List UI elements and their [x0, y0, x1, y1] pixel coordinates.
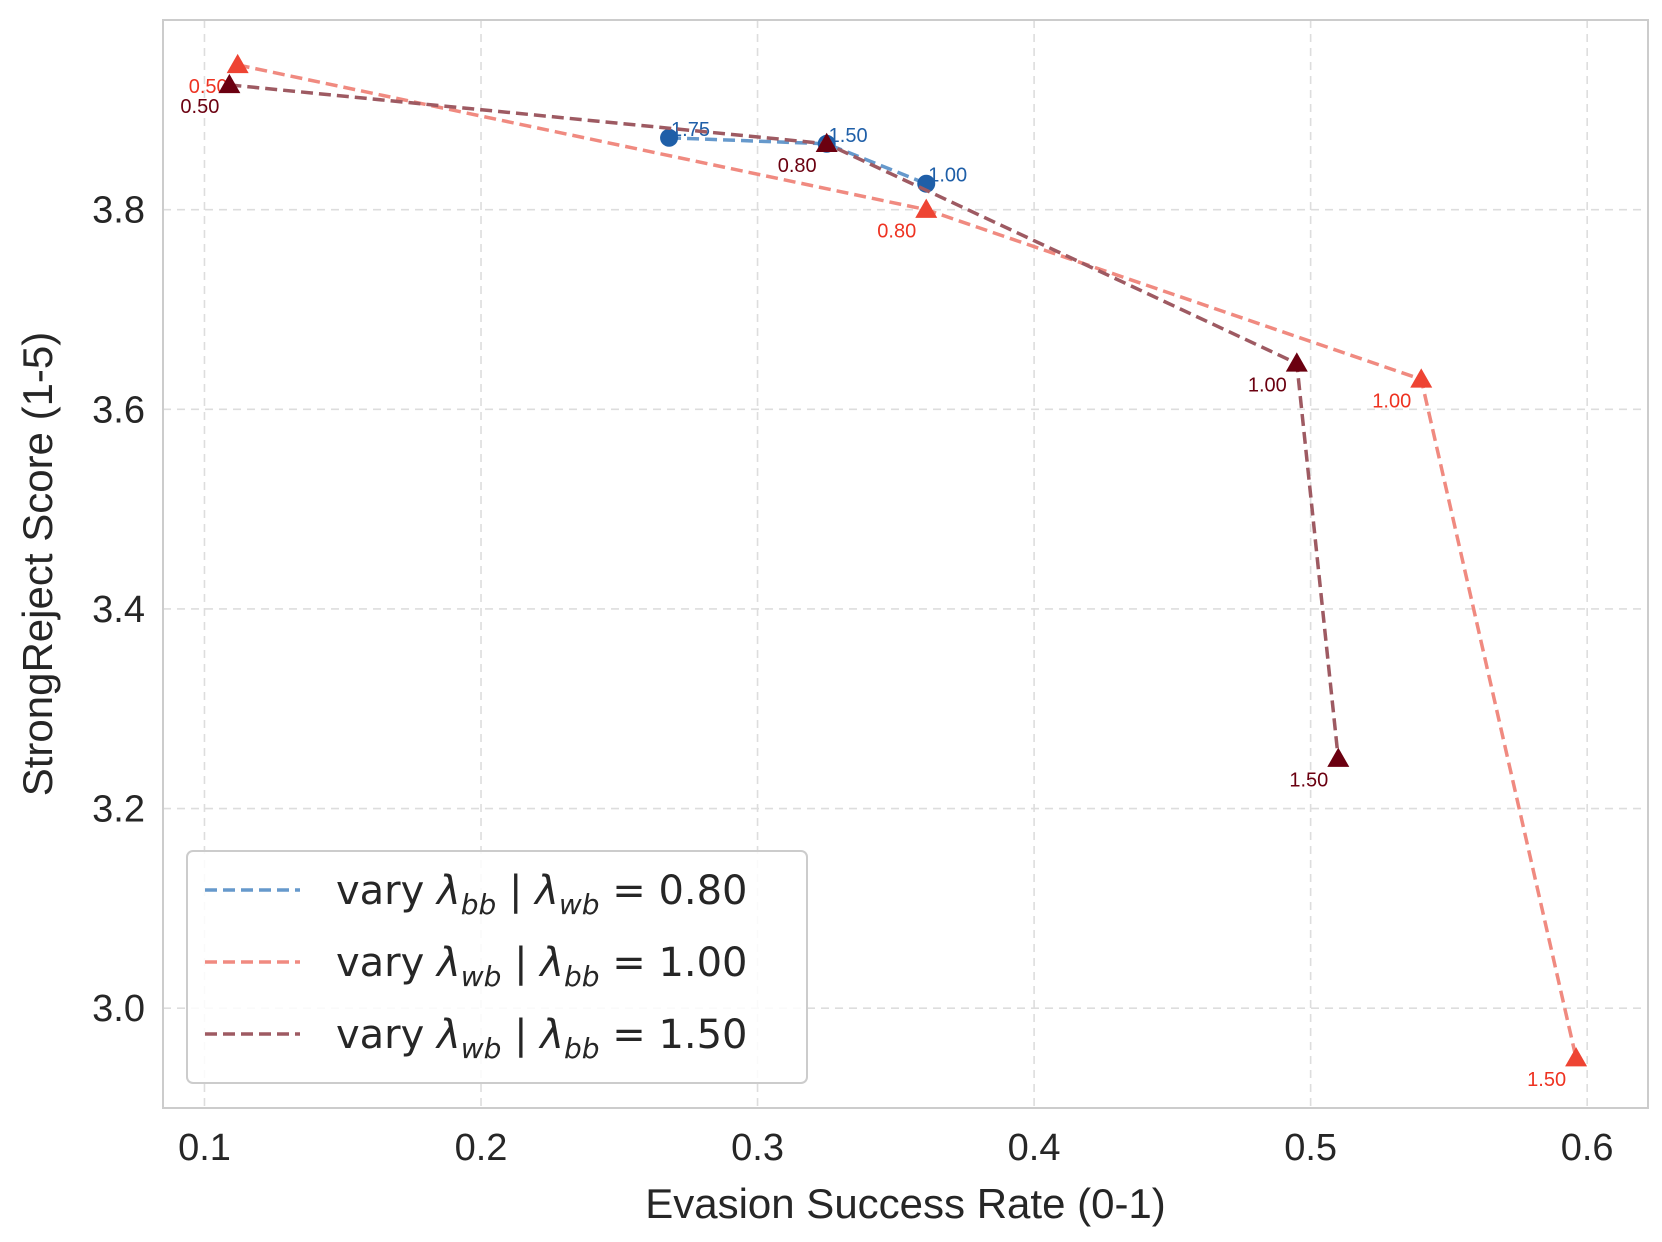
legend-subscript: wb — [559, 888, 600, 921]
data-point — [1327, 747, 1350, 767]
data-label: 1.50 — [1289, 770, 1328, 792]
x-tick-label: 0.5 — [1284, 1127, 1337, 1169]
data-label: 1.00 — [1248, 374, 1287, 396]
data-point — [915, 198, 938, 218]
data-point — [218, 73, 241, 94]
legend-text-part: λ — [435, 868, 461, 914]
data-label: 1.00 — [1372, 390, 1411, 412]
series-layer: 1.75 1.50 1.00 0.50 0.80 1.00 1.50 0.50 0.80 1.00… — [180, 53, 1588, 1091]
x-tick-label: 0.4 — [1008, 1127, 1061, 1169]
legend-label: vary λwb | λbb = 1.00 — [336, 940, 748, 993]
series-3: 0.50 0.80 1.00 1.50 — [180, 73, 1350, 792]
y-axis-label: StrongReject Score (1-5) — [14, 332, 61, 797]
data-label: 0.50 — [180, 96, 219, 118]
data-label: 0.80 — [778, 155, 817, 177]
legend-text-part: vary — [336, 868, 437, 914]
data-point — [1285, 352, 1308, 372]
legend-text-part: vary — [336, 940, 437, 986]
legend-text-part: = 1.00 — [600, 940, 748, 986]
data-label: 1.75 — [671, 119, 710, 141]
y-tick-label: 3.4 — [92, 589, 145, 631]
x-tick-label: 0.1 — [178, 1127, 231, 1169]
legend-subscript: wb — [461, 1032, 502, 1065]
legend-text-part: λ — [435, 940, 461, 986]
data-point — [1565, 1047, 1588, 1067]
series-line — [229, 83, 1341, 759]
legend-entry: vary λbb | λwb = 0.80 — [205, 868, 748, 921]
legend-text-part: λ — [435, 1012, 461, 1058]
data-label: 1.50 — [829, 125, 868, 147]
legend-text-part: = 1.50 — [600, 1012, 748, 1058]
legend-text-part: = 0.80 — [600, 868, 748, 914]
legend-text-part: | — [501, 1012, 540, 1058]
legend-entry: vary λwb | λbb = 1.50 — [205, 1012, 748, 1065]
y-tick-label: 3.6 — [92, 389, 145, 431]
series-line — [237, 63, 1578, 1059]
legend-label: vary λwb | λbb = 1.50 — [336, 1012, 748, 1065]
x-tick-label: 0.2 — [455, 1127, 508, 1169]
grid — [163, 20, 1648, 1108]
legend-box — [186, 850, 808, 1084]
x-axis-label: Evasion Success Rate (0-1) — [645, 1180, 1166, 1227]
legend-text-part: vary — [336, 1012, 437, 1058]
legend-text-part: λ — [533, 868, 559, 914]
legend-text-part: | — [496, 868, 535, 914]
series-2: 0.50 0.80 1.00 1.50 — [189, 53, 1588, 1091]
legend-text-part: λ — [538, 940, 564, 986]
x-tick-label: 0.3 — [731, 1127, 784, 1169]
legend-label: vary λbb | λwb = 0.80 — [336, 868, 748, 921]
data-point — [660, 128, 679, 147]
data-point — [226, 53, 249, 74]
data-label: 1.50 — [1527, 1069, 1566, 1091]
y-tick-label: 3.8 — [92, 190, 145, 232]
legend-subscript: bb — [564, 1032, 600, 1065]
y-tick-label: 3.0 — [92, 988, 145, 1030]
tick-labels: 0.1 0.2 0.3 0.4 0.5 0.6 3.0 3.2 3.4 3.6 3.8 — [92, 190, 1613, 1169]
legend-subscript: bb — [564, 960, 600, 993]
x-tick-label: 0.6 — [1561, 1127, 1614, 1169]
data-point — [1410, 368, 1433, 388]
legend-entry: vary λwb | λbb = 1.00 — [205, 940, 748, 993]
data-label: 1.00 — [928, 165, 967, 187]
legend-subscript: bb — [461, 888, 497, 921]
data-label: 0.50 — [189, 76, 228, 98]
data-point — [815, 132, 838, 153]
legend-text-part: λ — [538, 1012, 564, 1058]
y-tick-label: 3.2 — [92, 789, 145, 831]
legend-subscript: wb — [461, 960, 502, 993]
data-label: 0.80 — [877, 221, 916, 243]
legend-text-part: | — [501, 940, 540, 986]
plot-frame — [162, 19, 1649, 1109]
